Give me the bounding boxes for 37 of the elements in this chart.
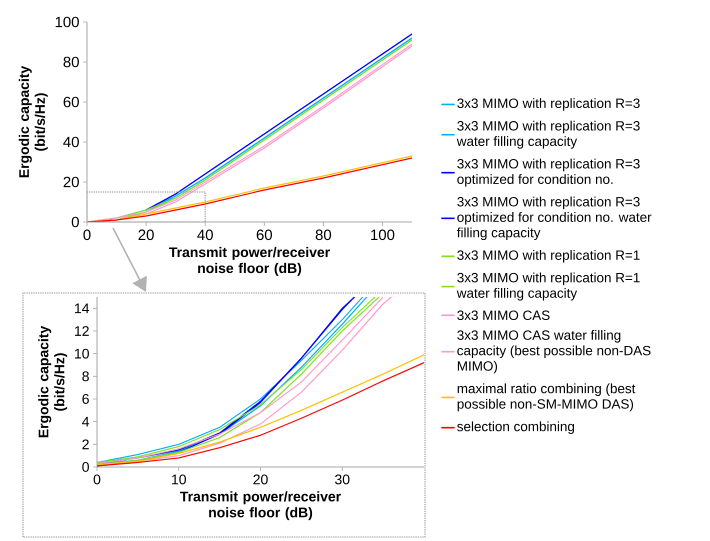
x-axis-title: Transmit power/receiver noise floor (dB) [169,246,330,276]
y-tick-label: 10 [75,348,89,359]
y-tick-label: 20 [64,176,79,188]
legend-label: 3x3 MIMO with replication R=3 [457,98,640,111]
x-tick-label: 60 [256,230,272,240]
y-tick-label: 2 [82,439,89,450]
y-tick-label: 4 [82,416,90,426]
legend-label: 3x3 MIMO with replication R=3 optimized for condition no. water filling capacity [456,196,652,240]
legend-label: 3x3 MIMO CAS [457,310,550,320]
y-tick-label: 12 [75,326,89,336]
x-tick-label: 100 [371,230,394,240]
x-tick-label: 20 [253,474,268,484]
legend-label: 3x3 MIMO with replication R=1 [457,250,640,263]
x-tick-label: 20 [138,230,154,240]
x-tick-label: 10 [172,474,186,484]
x-tick-label: 80 [316,230,332,240]
y-tick-label: 6 [82,394,89,404]
legend-label: 3x3 MIMO CAS water filling capacity (best possible non-DAS MIMO) [457,330,651,374]
y-tick-label: 100 [56,16,79,28]
legend-label: 3x3 MIMO with replication R=3 water filling capacity [456,120,640,149]
x-tick-label: 0 [94,474,100,484]
legend-label: selection combining [457,421,574,434]
y-tick-label: 0 [82,462,89,472]
x-tick-label: 30 [335,474,350,484]
legend-label: 3x3 MIMO with replication R=1 water filling capacity [456,272,640,301]
x-tick-label: 40 [197,230,213,240]
legend-label: 3x3 MIMO with replication R=3 optimized for condition no. [457,158,640,187]
y-tick-label: 14 [75,304,90,314]
y-axis-title: Ergodic capacity (bit/s/Hz) [38,326,68,438]
y-tick-label: 40 [63,136,79,148]
x-axis-title: Transmit power/receiver noise floor (dB) [180,491,341,520]
y-tick-label: 60 [64,96,79,108]
y-tick-label: 8 [82,371,89,382]
y-tick-label: 80 [64,56,79,68]
y-tick-label: 0 [72,216,79,228]
legend-label: maximal ratio combining (best possible non-SM-MIMO DAS) [458,383,636,412]
y-axis-title: Ergodic capacity (bit/s/Hz) [18,66,48,178]
